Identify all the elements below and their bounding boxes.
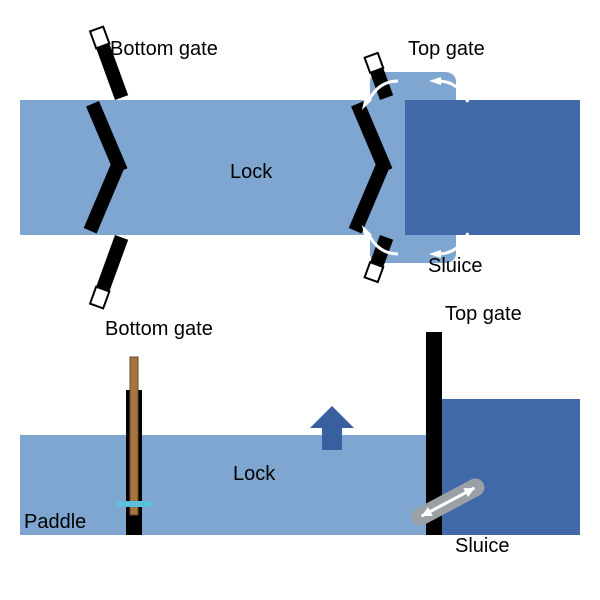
paddle-stem bbox=[130, 357, 138, 515]
label-lock-top: Lock bbox=[230, 161, 273, 183]
label-paddle: Paddle bbox=[24, 511, 86, 533]
paddle-band bbox=[116, 501, 152, 507]
label-bottom-gate-top: Bottom gate bbox=[110, 38, 218, 60]
label-bottom-gate-side: Bottom gate bbox=[105, 318, 213, 340]
top-view: Bottom gate Top gate Lock Sluice bbox=[20, 27, 580, 309]
lock-diagram: Bottom gate Top gate Lock Sluice Bottom bbox=[0, 0, 600, 600]
upper-pound-water bbox=[405, 100, 580, 235]
label-top-gate-top: Top gate bbox=[408, 38, 485, 60]
upper-pound-side bbox=[440, 399, 580, 535]
label-lock-side: Lock bbox=[233, 463, 276, 485]
label-sluice-side: Sluice bbox=[455, 535, 509, 557]
side-view: Bottom gate Top gate Lock Sluice Paddle bbox=[20, 303, 580, 557]
label-top-gate-side: Top gate bbox=[445, 303, 522, 325]
label-sluice-top: Sluice bbox=[428, 255, 482, 277]
